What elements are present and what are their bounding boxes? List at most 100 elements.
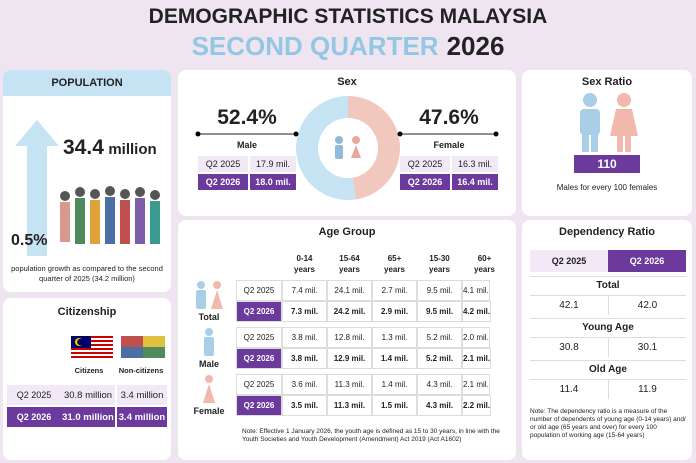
section-value: 11.9 [608, 379, 686, 399]
group-label: Male [236, 140, 257, 150]
sex-ratio-note: Males for every 100 females [556, 182, 658, 192]
table-cell: Q2 2025 [7, 385, 61, 405]
table-cell: 1.5 mil. [372, 395, 417, 416]
table-cell: 11.3 mil. [327, 395, 372, 416]
group-icon [196, 281, 223, 309]
sex-ratio-icons [580, 93, 638, 152]
sex-donut [195, 96, 499, 200]
title: DEMOGRAPHIC STATISTICS MALAYSIA [148, 5, 548, 28]
table-cell: 5.2 mil. [417, 327, 462, 348]
table-cell: Q2 2025 [236, 374, 282, 395]
dependency-title: Dependency Ratio [559, 226, 655, 238]
table-cell: 4.3 mil. [417, 395, 462, 416]
column-header: 15-30 [429, 254, 450, 263]
age-group-panel: Age Group Note: Effective 1 January 2026… [178, 220, 516, 460]
table-cell: 2.2 mil. [462, 395, 492, 416]
table-cell: Q2 2026 [236, 395, 282, 416]
percent-label: 47.6% [419, 106, 479, 129]
citizenship-title: Citizenship [57, 306, 117, 318]
age-group-title: Age Group [318, 226, 376, 238]
section-value: 11.4 [530, 379, 608, 399]
section-title: Young Age [530, 318, 686, 336]
group-icon [203, 375, 215, 403]
table-cell: 3.8 mil. [282, 327, 327, 348]
section-value: 30.8 [530, 337, 608, 357]
column-header: years [339, 265, 360, 274]
column-header: 15-64 [339, 254, 360, 263]
column-header: 0-14 [296, 254, 313, 263]
section-value: 42.1 [530, 295, 608, 315]
table-cell: Q2 2025 [400, 156, 450, 172]
column-header: 65+ [387, 254, 402, 263]
table-cell: 7.3 mil. [282, 301, 327, 322]
table-cell: Q2 2025 [236, 280, 282, 301]
table-cell: 4.2 mil. [462, 301, 492, 322]
table-cell: 11.3 mil. [327, 374, 372, 395]
table-cell: 16.3 mil. [452, 156, 498, 172]
population-panel: POPULATION 34.4 million 0.5% population … [3, 70, 171, 292]
column-label: Citizens [74, 365, 104, 375]
table-cell: 2.7 mil. [372, 280, 417, 301]
table-cell: Q2 2025 [198, 156, 248, 172]
table-cell: 12.8 mil. [327, 327, 372, 348]
table-cell: 30.8 million [61, 385, 115, 405]
group-label: Female [433, 140, 465, 150]
table-cell: Q2 2026 [236, 301, 282, 322]
table-cell: 2.1 mil. [462, 348, 492, 369]
section-title: Old Age [530, 360, 686, 378]
table-cell: 2.0 mil. [462, 327, 490, 348]
table-cell: 3.8 mil. [282, 348, 327, 369]
column-header: years [384, 265, 405, 274]
sex-ratio-panel: Sex Ratio 110 Males for every 100 female… [522, 70, 692, 216]
donut-segment [348, 96, 401, 200]
section-value: 30.1 [608, 337, 686, 357]
percent-label: 52.4% [217, 106, 277, 129]
sex-ratio-value: 110 [574, 155, 640, 173]
growth-note: population growth as compared to the sec… [11, 264, 163, 283]
table-cell: 16.4 mil. [452, 174, 498, 190]
table-cell: Q2 2026 [198, 174, 248, 190]
dependency-panel: Dependency Ratio Note: The dependency ra… [522, 220, 692, 460]
table-cell: 24.2 mil. [327, 301, 372, 322]
group-label: Female [193, 406, 225, 416]
section-value: 42.0 [608, 295, 686, 315]
column-header: 60+ [477, 254, 492, 263]
table-cell: 1.4 mil. [372, 348, 417, 369]
table-cell: 1.4 mil. [372, 374, 417, 395]
table-cell: 17.9 mil. [250, 156, 296, 172]
table-cell: 9.5 mil. [417, 280, 462, 301]
column-header: years [474, 265, 495, 274]
subtitle-highlight: SECOND QUARTER [191, 30, 439, 61]
subtitle: SECOND QUARTER 2026 [0, 30, 696, 62]
table-cell: 3.5 mil. [282, 395, 327, 416]
table-cell: 7.4 mil. [282, 280, 327, 301]
table-cell: 2.1 mil. [462, 374, 490, 395]
table-cell: 4.3 mil. [417, 374, 462, 395]
population-title: POPULATION [3, 70, 171, 96]
flags [71, 336, 165, 358]
table-cell: 3.6 mil. [282, 374, 327, 395]
citizenship-panel: Citizenship Citizens Non-citizens Q2 2025 3… [3, 298, 171, 460]
sex-panel: Sex 52.4% Male Q2 2025 17.9 mil. Q2 2026 18.0… [178, 70, 516, 216]
table-cell: 2.9 mil. [372, 301, 417, 322]
table-cell: Q2 2026 [7, 407, 61, 427]
table-cell: Q2 2026 [400, 174, 450, 190]
table-cell: Q2 2025 [236, 327, 282, 348]
age-group-note: Note: Effective 1 January 2026, the yout… [242, 428, 500, 443]
group-icon [204, 328, 214, 356]
table-cell: 9.5 mil. [417, 301, 462, 322]
growth: 0.5% [11, 232, 48, 249]
subtitle-year: 2026 [446, 30, 505, 61]
total-value: 34.4 [63, 136, 104, 159]
table-cell: 4.1 mil. [462, 280, 490, 301]
section-title: Total [530, 276, 686, 294]
table-cell: 3.4 million [117, 407, 167, 427]
group-label: Male [198, 359, 219, 369]
column-header: years [429, 265, 450, 274]
total-unit: million [108, 141, 157, 158]
column-header: Q2 2025 [530, 250, 608, 272]
table-cell: 24.1 mil. [327, 280, 372, 301]
table-cell: 1.3 mil. [372, 327, 417, 348]
table-cell: 5.2 mil. [417, 348, 462, 369]
